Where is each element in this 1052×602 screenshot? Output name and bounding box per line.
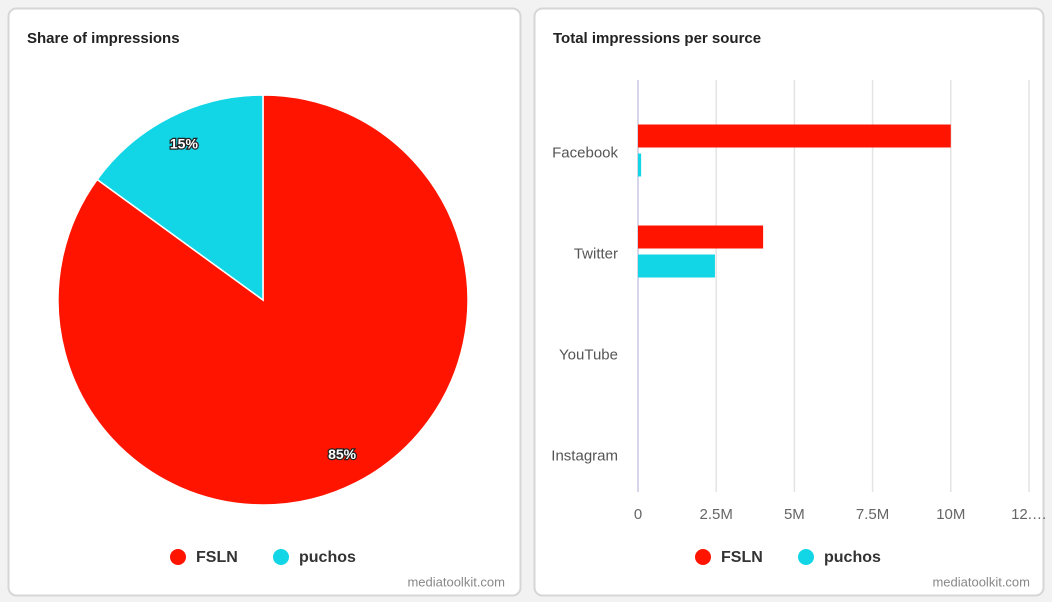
credit: mediatoolkit.com [932, 574, 1030, 589]
y-tick-label: Facebook [552, 144, 618, 161]
x-tick-label: 10M [936, 506, 965, 523]
legend-swatch [695, 549, 711, 565]
legend-label: puchos [299, 549, 356, 566]
bar [638, 124, 951, 148]
slice-label: 85% [328, 446, 357, 462]
legend-label: FSLN [721, 549, 763, 566]
bar [638, 153, 642, 177]
legend-label: puchos [824, 549, 881, 566]
x-tick-label: 2.5M [700, 506, 733, 523]
y-tick-label: Instagram [551, 447, 618, 464]
chart-title: Share of impressions [27, 30, 180, 47]
card [533, 7, 1045, 597]
pie-slice [96, 94, 264, 302]
bar [638, 254, 715, 278]
credit: mediatoolkit.com [407, 574, 505, 589]
legend-swatch [273, 549, 289, 565]
legend-label: FSLN [196, 549, 238, 566]
x-tick-label: 7.5M [856, 506, 889, 523]
x-tick-label: 12.… [1011, 506, 1047, 523]
legend-swatch [170, 549, 186, 565]
x-tick-label: 0 [634, 506, 642, 523]
legend-swatch [798, 549, 814, 565]
y-tick-label: Twitter [574, 245, 618, 262]
bar [638, 225, 764, 249]
y-tick-label: YouTube [559, 346, 618, 363]
slice-label: 15% [170, 135, 199, 151]
chart-title: Total impressions per source [553, 30, 761, 47]
x-tick-label: 5M [784, 506, 805, 523]
